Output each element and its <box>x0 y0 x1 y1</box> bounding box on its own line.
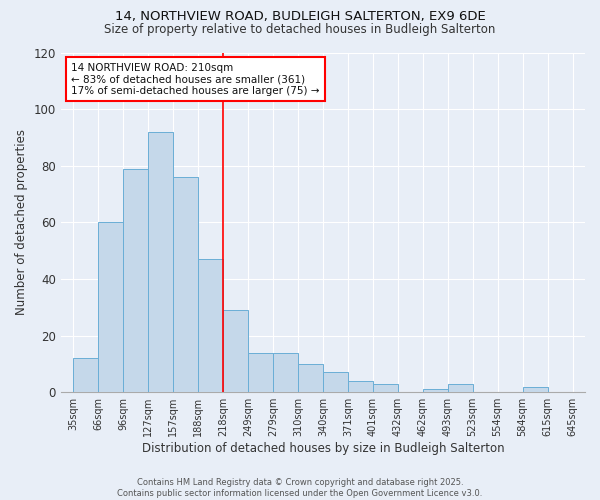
Bar <box>348 381 373 392</box>
Bar <box>323 372 348 392</box>
Bar <box>198 259 223 392</box>
Text: Contains HM Land Registry data © Crown copyright and database right 2025.
Contai: Contains HM Land Registry data © Crown c… <box>118 478 482 498</box>
Y-axis label: Number of detached properties: Number of detached properties <box>15 130 28 316</box>
Bar <box>448 384 473 392</box>
Bar <box>373 384 398 392</box>
Bar <box>98 222 123 392</box>
Text: Size of property relative to detached houses in Budleigh Salterton: Size of property relative to detached ho… <box>104 22 496 36</box>
Bar <box>148 132 173 392</box>
Bar <box>248 352 273 392</box>
X-axis label: Distribution of detached houses by size in Budleigh Salterton: Distribution of detached houses by size … <box>142 442 504 455</box>
Bar <box>123 168 148 392</box>
Text: 14 NORTHVIEW ROAD: 210sqm
← 83% of detached houses are smaller (361)
17% of semi: 14 NORTHVIEW ROAD: 210sqm ← 83% of detac… <box>71 62 320 96</box>
Bar <box>298 364 323 392</box>
Text: 14, NORTHVIEW ROAD, BUDLEIGH SALTERTON, EX9 6DE: 14, NORTHVIEW ROAD, BUDLEIGH SALTERTON, … <box>115 10 485 23</box>
Bar <box>173 177 198 392</box>
Bar <box>223 310 248 392</box>
Bar <box>73 358 98 392</box>
Bar <box>423 390 448 392</box>
Bar <box>273 352 298 392</box>
Bar <box>523 386 548 392</box>
